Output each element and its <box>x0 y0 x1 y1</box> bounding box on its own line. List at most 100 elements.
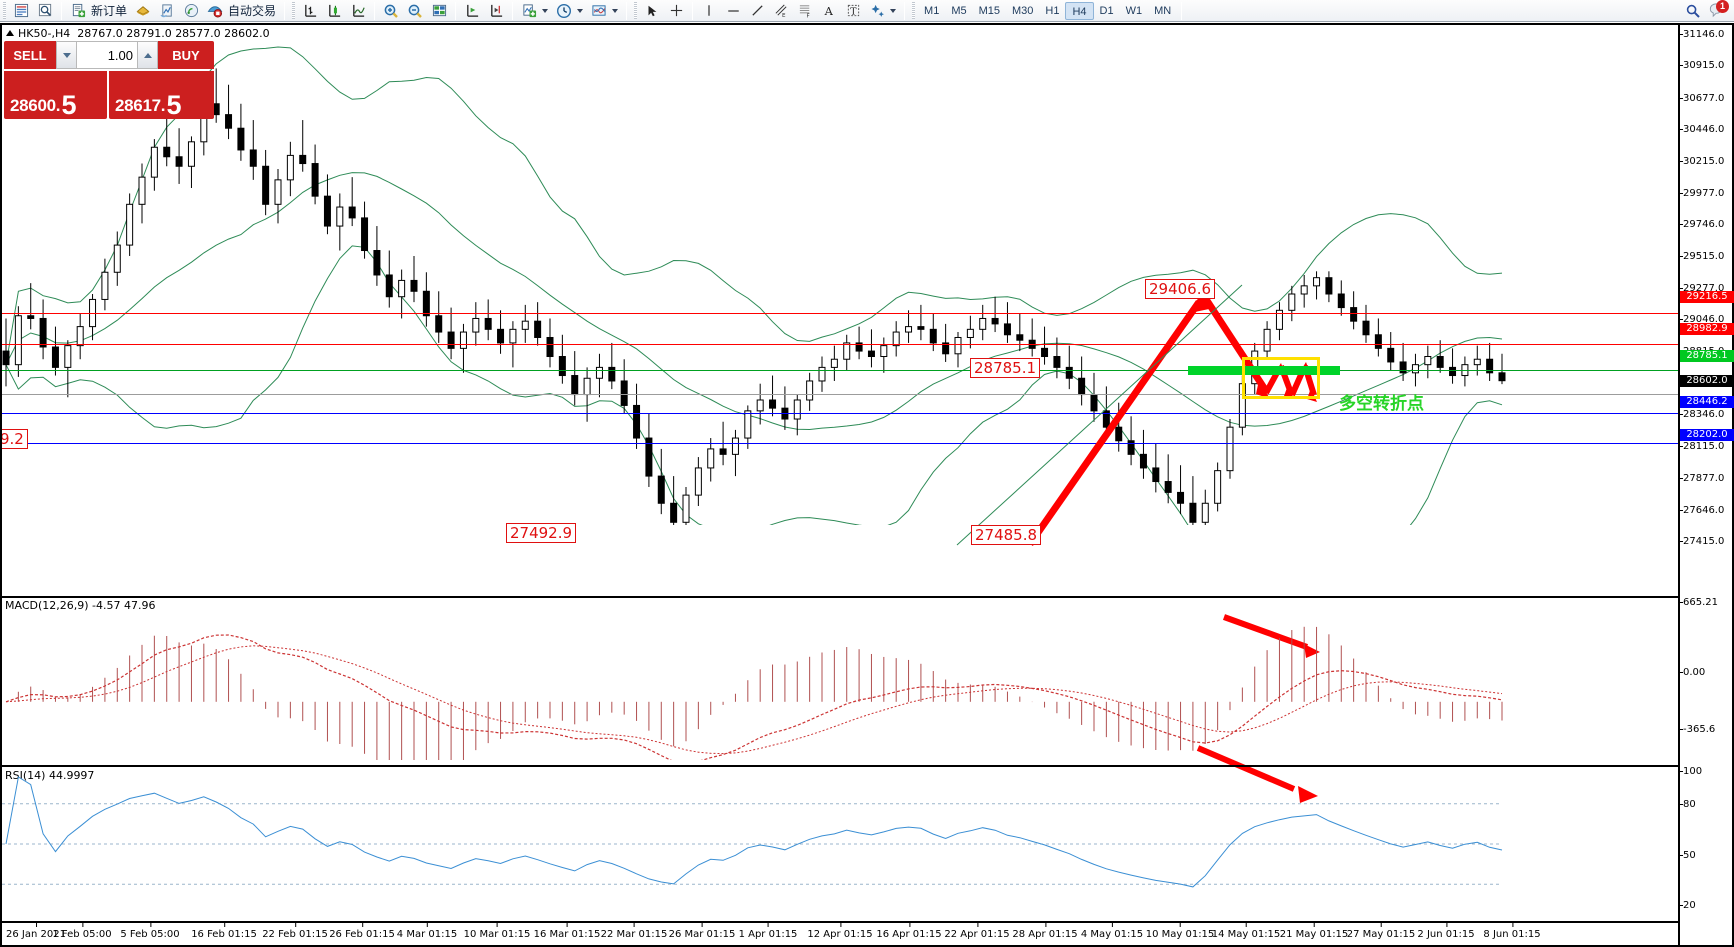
time-tick-14: 22 Apr 01:15 <box>944 922 1010 940</box>
toolbar-divider-5 <box>512 1 514 20</box>
templates-icon[interactable] <box>588 1 610 21</box>
macd-panel-separator <box>2 596 1678 598</box>
expert-advisors-icon[interactable] <box>132 1 154 21</box>
collapse-triangle-icon[interactable] <box>6 30 14 36</box>
notifications-icon[interactable]: 1 <box>1706 0 1729 21</box>
sell-button[interactable]: SELL <box>4 41 56 69</box>
period-clock-icon[interactable] <box>553 1 575 21</box>
timeframe-m1[interactable]: M1 <box>924 4 940 17</box>
price-badge-resistance-level-1[interactable]: 29216.5 <box>1680 291 1734 304</box>
market-watch-icon[interactable] <box>10 1 32 21</box>
new-order-label[interactable]: 新订单 <box>91 4 128 18</box>
macd-indicator-label[interactable]: MACD(12,26,9) -4.57 47.96 <box>5 599 156 612</box>
equidistant-channel-icon[interactable]: E <box>770 1 792 21</box>
time-tick-6: 4 Mar 01:15 <box>396 922 458 940</box>
chevron-down-icon-4[interactable] <box>890 8 897 13</box>
volume-decrement-button[interactable] <box>57 42 77 68</box>
svg-text:F: F <box>806 14 809 18</box>
chart-symbol-header[interactable]: HK50-,H4 28767.0 28791.0 28577.0 28602.0 <box>6 27 270 40</box>
zoom-out-icon[interactable] <box>404 1 426 21</box>
bar-chart-icon[interactable] <box>299 1 321 21</box>
volume-stepper[interactable]: 1.00 <box>56 41 158 69</box>
text-label-icon[interactable]: T <box>842 1 864 21</box>
auto-scroll-icon[interactable] <box>485 1 507 21</box>
timeframe-m5[interactable]: M5 <box>951 4 967 17</box>
timeframe-h1[interactable]: H1 <box>1045 4 1060 17</box>
volume-increment-button[interactable] <box>137 42 157 68</box>
label-edge-9-2[interactable]: 9.2 <box>2 429 28 449</box>
chart-window[interactable]: 29406.6 28785.1 27492.9 27485.8 9.2 多空转折… <box>0 23 1734 947</box>
time-tick-20: 27 May 01:15 <box>1346 922 1416 940</box>
price-badge-resistance-level-2[interactable]: 28982.9 <box>1680 322 1734 335</box>
price-tick-30915.0: 30915.0 <box>1679 60 1725 72</box>
data-window-icon[interactable] <box>34 1 56 21</box>
price-axis[interactable]: 31146.0 30915.0 30677.0 30446.0 30215.0 29977… <box>1678 25 1734 945</box>
candlestick-chart-icon[interactable] <box>323 1 345 21</box>
timeframe-m15[interactable]: M15 <box>978 4 1000 17</box>
auto-trading-label[interactable]: 自动交易 <box>228 4 277 18</box>
chevron-down-icon-2[interactable] <box>577 8 584 13</box>
volume-input[interactable]: 1.00 <box>77 42 137 68</box>
price-badge-support-level-2[interactable]: 28202.0 <box>1680 429 1734 442</box>
toolbar-grip-4[interactable] <box>912 2 916 19</box>
price-badge-support-level-green[interactable]: 28785.1 <box>1680 349 1734 362</box>
buy-button[interactable]: BUY <box>158 41 214 69</box>
chart-grid-icon[interactable] <box>428 1 450 21</box>
cursor-icon[interactable] <box>641 1 663 21</box>
rsi-indicator-label[interactable]: RSI(14) 44.9997 <box>5 769 95 782</box>
buy-price-dot: . <box>160 96 166 115</box>
buy-price-display[interactable]: 28617. 5 <box>109 71 214 119</box>
crosshair-icon[interactable] <box>665 1 687 21</box>
timeframe-w1[interactable]: W1 <box>1125 4 1143 17</box>
chart-ohlc-values: 28767.0 28791.0 28577.0 28602.0 <box>77 27 270 40</box>
label-high-29406[interactable]: 29406.6 <box>1145 279 1216 299</box>
timeframe-mn[interactable]: MN <box>1154 4 1172 17</box>
toolbar-grip-2[interactable] <box>292 2 296 19</box>
macd-tick-min: -365.6 <box>1679 724 1716 735</box>
toolbar-grip[interactable] <box>3 2 6 19</box>
main-toolbar: 新订单 自动交易 <box>0 0 1734 22</box>
time-tick-19: 21 May 01:15 <box>1279 922 1349 940</box>
toolbar-divider-9 <box>1181 1 1183 20</box>
price-badge-last-price[interactable]: 28602.0 <box>1680 374 1734 387</box>
trendline-icon[interactable] <box>746 1 768 21</box>
zoom-in-icon[interactable] <box>380 1 402 21</box>
auto-trading-icon[interactable] <box>204 1 226 21</box>
chart-shift-icon[interactable] <box>461 1 483 21</box>
label-low-27492[interactable]: 27492.9 <box>506 523 577 543</box>
line-chart-icon[interactable] <box>347 1 369 21</box>
new-order-icon[interactable] <box>67 1 89 21</box>
buy-price-fraction: 5 <box>166 90 182 120</box>
arrows-icon[interactable] <box>866 1 888 21</box>
fibonacci-retracement-icon[interactable]: F <box>794 1 816 21</box>
time-tick-21: 2 Jun 01:15 <box>1417 922 1475 940</box>
one-click-trading-panel[interactable]: SELL 1.00 BUY 28600. 5 28617. 5 <box>4 41 214 119</box>
chevron-down-icon-3[interactable] <box>612 8 619 13</box>
label-mid-28785[interactable]: 28785.1 <box>970 358 1041 378</box>
timeframe-h4[interactable]: H4 <box>1065 1 1094 20</box>
price-tick-27877.0: 27877.0 <box>1679 473 1725 485</box>
time-axis[interactable]: 26 Jan 2021 1 Feb 05:00 5 Feb 05:00 16 Feb … <box>2 921 1678 945</box>
vertical-line-icon[interactable] <box>698 1 720 21</box>
horizontal-line-icon[interactable] <box>722 1 744 21</box>
search-icon[interactable] <box>1682 1 1704 21</box>
timeframe-m30[interactable]: M30 <box>1012 4 1034 17</box>
sell-price-display[interactable]: 28600. 5 <box>4 71 107 119</box>
indicators-list-icon[interactable] <box>156 1 178 21</box>
timeframe-d1[interactable]: D1 <box>1099 4 1114 17</box>
label-low-27485[interactable]: 27485.8 <box>971 525 1042 545</box>
signals-icon[interactable] <box>180 1 202 21</box>
rsi-tick-50: 50 <box>1680 850 1696 861</box>
toolbar-grip-3[interactable] <box>634 2 638 19</box>
time-tick-2: 5 Feb 05:00 <box>120 922 180 940</box>
price-badge-support-level-1[interactable]: 28446.2 <box>1680 395 1734 408</box>
svg-text:A: A <box>824 4 834 18</box>
chevron-down-icon[interactable] <box>542 8 549 13</box>
time-tick-12: 12 Apr 01:15 <box>807 922 873 940</box>
add-indicator-icon[interactable] <box>518 1 540 21</box>
rsi-tick-80: 80 <box>1680 799 1696 810</box>
chart-plot-area[interactable]: 29406.6 28785.1 27492.9 27485.8 9.2 多空转折… <box>2 25 1678 945</box>
text-icon[interactable]: A <box>818 1 840 21</box>
drawn-annotations-svg <box>956 284 1320 803</box>
chart-symbol-period: HK50-,H4 <box>18 27 71 40</box>
